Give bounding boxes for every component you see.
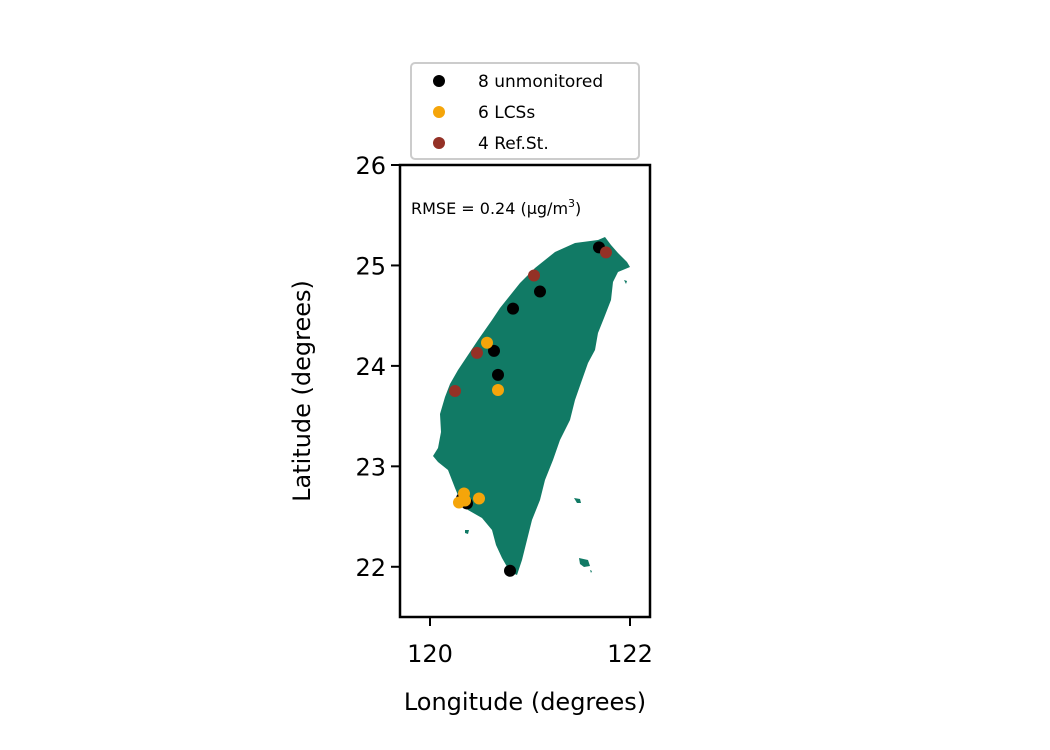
legend-marker xyxy=(433,106,445,118)
station-point-s1-0 xyxy=(481,336,493,349)
legend-box xyxy=(410,62,640,160)
station-point-s1-5 xyxy=(459,494,471,507)
rmse-suffix: ) xyxy=(575,199,581,218)
rmse-superscript: 3 xyxy=(568,197,575,210)
legend-label: 6 LCSs xyxy=(478,103,535,123)
y-tick-label: 22 xyxy=(355,554,386,582)
green-island xyxy=(579,558,590,567)
x-axis-ticks: 120 122 xyxy=(407,617,653,668)
y-tick-label: 26 xyxy=(355,152,386,180)
station-point-s0-6 xyxy=(504,564,516,577)
liuqiu-islet xyxy=(465,530,469,534)
rmse-prefix: RMSE = 0.24 (µg/m xyxy=(411,199,568,218)
x-tick-label: 122 xyxy=(607,640,653,668)
x-tick-label: 120 xyxy=(407,640,453,668)
station-point-s0-1 xyxy=(534,285,546,298)
land-layer xyxy=(433,237,630,575)
station-point-s0-4 xyxy=(492,368,504,381)
taiwan-island xyxy=(433,237,630,575)
islet xyxy=(574,498,581,503)
station-point-s1-3 xyxy=(473,492,485,505)
station-point-s1-1 xyxy=(492,383,504,396)
station-point-s2-2 xyxy=(471,346,483,359)
southeast-islet xyxy=(590,570,592,573)
legend-marker xyxy=(433,137,445,149)
station-points xyxy=(449,241,612,577)
rmse-annotation: RMSE = 0.24 (µg/m3) xyxy=(411,197,581,218)
plot-area: RMSE = 0.24 (µg/m3) xyxy=(398,163,652,619)
station-point-s2-3 xyxy=(449,385,461,397)
legend-marker xyxy=(433,75,445,87)
legend-label: 8 unmonitored xyxy=(478,72,603,92)
station-point-s2-0 xyxy=(600,246,612,259)
y-tick-label: 25 xyxy=(355,252,386,280)
y-axis-ticks: 22 23 24 25 26 xyxy=(355,152,400,582)
northeast-islet xyxy=(624,280,627,284)
station-point-s2-1 xyxy=(528,269,540,282)
legend-label: 4 Ref.St. xyxy=(478,134,549,154)
y-tick-label: 24 xyxy=(355,353,386,381)
x-axis-label: Longitude (degrees) xyxy=(404,688,646,716)
station-point-s0-2 xyxy=(507,302,519,315)
station-point-s0-3 xyxy=(488,344,500,357)
plot-frame xyxy=(398,163,652,619)
y-tick-label: 23 xyxy=(355,453,386,481)
y-axis-label: Latitude (degrees) xyxy=(288,280,316,502)
legend: 8 unmonitored 6 LCSs 4 Ref.St. xyxy=(410,62,640,160)
